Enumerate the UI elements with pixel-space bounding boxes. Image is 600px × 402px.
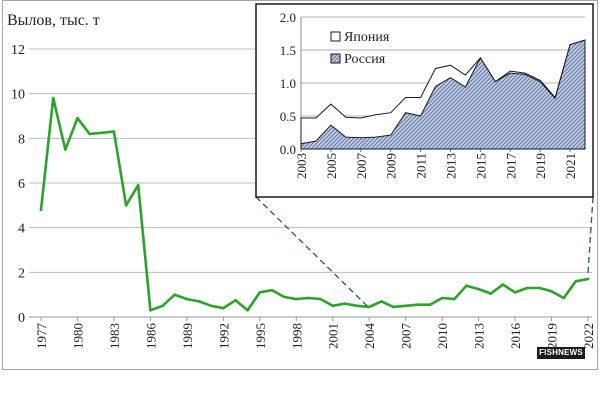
catch-data-point (234, 298, 237, 302)
main-x-tick-label: 1980 (70, 323, 85, 349)
main-y-tick-label: 6 (18, 177, 25, 192)
catch-data-point (331, 304, 335, 308)
main-y-tick-label: 10 (11, 88, 25, 103)
catch-data-point (538, 286, 541, 290)
main-x-tick-label: 2019 (545, 323, 560, 349)
catch-data-point (124, 204, 128, 207)
inset-y-tick-label: 1.5 (280, 43, 296, 58)
catch-data-point (185, 297, 189, 301)
catch-data-point (76, 116, 79, 120)
main-x-tick-label: 1986 (143, 323, 158, 350)
inset-y-tick-label: 0.5 (280, 109, 296, 124)
main-y-tick-label: 2 (18, 266, 25, 281)
main-x-tick-label: 2004 (362, 323, 377, 350)
main-y-tick-label: 4 (18, 222, 25, 237)
inset-x-tick-label: 2013 (443, 153, 458, 179)
catch-data-point (282, 295, 286, 299)
catch-data-point (465, 284, 468, 288)
catch-data-point (380, 300, 383, 303)
catch-data-point (100, 131, 104, 135)
main-x-tick-label: 2016 (508, 323, 523, 350)
inset-chart: 0.0 0.5 1.0 1.5 2.0 2003 2005 2007 2009 2011 2013 2… (255, 3, 594, 198)
main-x-tick-label: 2022 (581, 323, 596, 349)
catch-data-point (64, 148, 67, 151)
catch-data-point (343, 302, 347, 305)
catch-data-point (209, 304, 213, 308)
inset-x-tick-label: 2017 (503, 153, 518, 180)
zoom-line-left (255, 196, 370, 309)
catch-data-point (392, 305, 395, 309)
catch-data-point (246, 309, 249, 312)
zoom-line-right (587, 196, 594, 274)
inset-x-tick-label: 2015 (473, 153, 488, 179)
inset-y-tick-label: 1.0 (280, 76, 296, 91)
main-x-tick-label: 1995 (253, 323, 268, 349)
catch-data-point (51, 96, 55, 100)
main-x-tick-label: 1992 (216, 323, 231, 349)
legend-label-japan: Япония (344, 30, 390, 45)
legend-swatch-japan (330, 31, 341, 42)
catch-data-point (112, 130, 116, 133)
catch-data-point (428, 303, 432, 307)
inset-x-tick-label: 2021 (563, 153, 578, 179)
catch-data-point (161, 304, 164, 308)
catch-data-point (294, 297, 298, 301)
catch-chart: 0 2 4 6 8 10 12 1977 1980 1983 1986 1989 1992 1995 199… (7, 3, 596, 350)
catch-data-point (197, 300, 201, 303)
catch-data-point (452, 297, 456, 301)
catch-data-point (173, 293, 177, 296)
catch-data-point (39, 208, 43, 212)
inset-y-tick-label: 2.0 (280, 10, 296, 25)
catch-data-point (258, 291, 262, 294)
catch-data-point (88, 132, 91, 136)
main-x-tick-label: 2013 (472, 323, 487, 349)
fishnews-logo: FISHNEWS (537, 347, 585, 359)
main-x-tick-label: 1983 (107, 323, 122, 349)
main-y-axis-title: Вылов, тыс. т (7, 12, 100, 29)
catch-data-point (270, 288, 274, 292)
catch-data-point (440, 296, 444, 300)
legend-label-russia: Россия (344, 52, 386, 67)
catch-data-point (222, 306, 225, 310)
chart-frame: 0 2 4 6 8 10 12 1977 1980 1983 1986 1989 1992 1995 199… (2, 0, 598, 370)
catch-data-point (319, 297, 322, 301)
catch-data-point (574, 279, 578, 283)
catch-data-point (525, 286, 529, 290)
catch-data-point (489, 292, 493, 295)
catch-data-point (513, 291, 517, 294)
inset-x-tick-label: 2019 (533, 153, 548, 179)
catch-data-point (307, 296, 310, 300)
main-x-tick-label: 2010 (435, 323, 450, 349)
legend-swatch-russia (330, 53, 341, 64)
main-x-tick-label: 2001 (326, 323, 341, 349)
catch-data-point (136, 183, 140, 187)
russia-area (300, 39, 586, 150)
main-x-tick-label: 1989 (180, 323, 195, 349)
inset-x-tick-label: 2009 (384, 153, 399, 179)
catch-data-point (149, 309, 152, 312)
main-y-tick-label: 0 (18, 311, 25, 326)
catch-data-point (501, 283, 505, 286)
inset-y-tick-label: 0.0 (280, 142, 296, 157)
catch-data-point (404, 304, 407, 308)
catch-series-line (39, 96, 590, 312)
catch-data-point (586, 277, 590, 281)
catch-data-point (416, 303, 420, 307)
inset-x-tick-label: 2003 (294, 153, 309, 179)
inset-x-tick-label: 2007 (354, 153, 369, 180)
zoom-connector-lines (255, 196, 594, 309)
main-x-tick-label: 1998 (289, 323, 304, 349)
main-y-tick-label: 8 (18, 132, 25, 147)
catch-data-point (477, 287, 480, 291)
catch-data-point (367, 305, 371, 309)
catch-data-point (355, 304, 359, 308)
main-x-tick-label: 2007 (399, 323, 414, 350)
catch-data-point (550, 290, 553, 293)
inset-x-tick-label: 2005 (324, 153, 339, 179)
main-y-tick-label: 12 (11, 43, 25, 58)
inset-x-tick-label: 2011 (414, 153, 429, 179)
catch-data-point (562, 296, 565, 300)
main-x-tick-label: 1977 (34, 323, 49, 350)
